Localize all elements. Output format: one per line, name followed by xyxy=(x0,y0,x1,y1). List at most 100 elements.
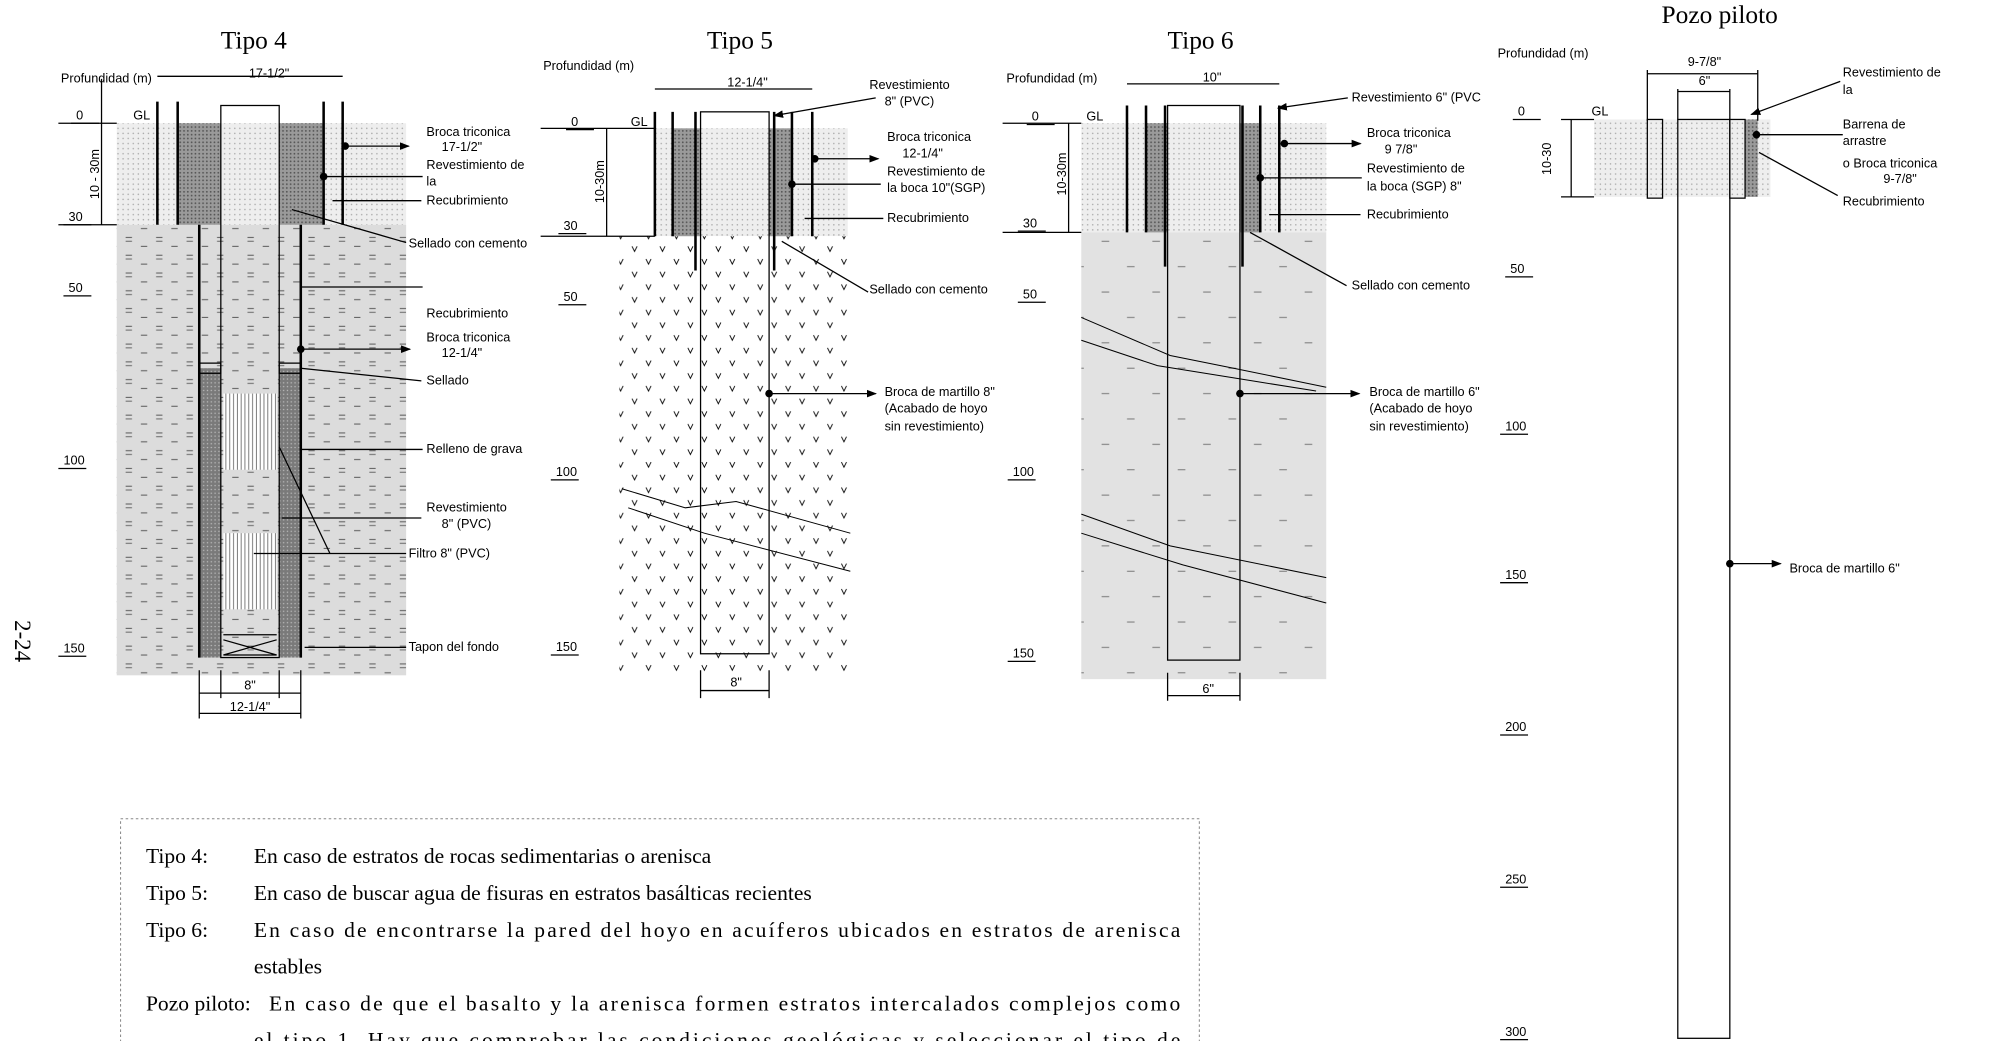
depth-label: 30 xyxy=(563,219,577,233)
dimension-label: 12-1/4" xyxy=(727,75,767,89)
annotation: Broca de martillo 8" xyxy=(885,385,995,399)
note-label: Tipo 5: xyxy=(146,881,208,905)
annotation: 8" (PVC) xyxy=(442,517,492,531)
annotation: Revestimiento de xyxy=(1843,65,1941,79)
dimension-label: 10" xyxy=(1203,70,1222,84)
depth-label: 50 xyxy=(1510,262,1524,276)
dimension-label: 6" xyxy=(1202,682,1214,696)
annotation: o Broca triconica xyxy=(1843,157,1938,171)
note-text: En caso de estratos de rocas sedimentari… xyxy=(254,844,712,868)
annotation: Recubrimiento xyxy=(426,306,508,320)
annotation: (Acabado de hoyo xyxy=(885,402,988,416)
annotation: Revestimiento de xyxy=(426,158,524,172)
annotation: Recubrimiento xyxy=(426,193,508,207)
depth-label: 0 xyxy=(571,115,578,129)
ground-label: GL xyxy=(133,108,150,122)
dimension-label: 8" xyxy=(244,678,256,692)
annotation: la xyxy=(1843,83,1854,97)
dimension-label: 17-1/2" xyxy=(249,67,289,81)
annotation: la xyxy=(426,174,437,188)
depth-label: 0 xyxy=(76,108,83,122)
diagram-title: Tipo 5 xyxy=(707,26,773,54)
dimension-label: 8" xyxy=(730,676,742,690)
dimension-label: 9-7/8" xyxy=(1688,55,1721,69)
annotation: Revestimiento de xyxy=(1367,162,1465,176)
diagram-title: Tipo 4 xyxy=(221,26,287,54)
depth-label: 300 xyxy=(1505,1025,1526,1039)
thickness-label: 10-30m xyxy=(1055,153,1069,196)
annotation: 12-1/4" xyxy=(902,147,942,161)
thickness-label: 10-30 xyxy=(1540,143,1554,175)
dimension-label: 12-1/4" xyxy=(230,700,270,714)
annotation: Broca triconica xyxy=(887,130,972,144)
note-label: Pozo piloto: xyxy=(146,991,251,1015)
annotation: Broca triconica xyxy=(1367,126,1452,140)
depth-label: 30 xyxy=(69,210,83,224)
depth-label: 150 xyxy=(1505,568,1526,582)
depth-label: 50 xyxy=(69,281,83,295)
annotation: Sellado xyxy=(426,374,468,388)
ground-label: GL xyxy=(1591,105,1608,119)
annotation: sin revestimiento) xyxy=(885,419,984,433)
annotation: Broca triconica xyxy=(426,125,511,139)
annotation: Broca triconica xyxy=(426,331,511,345)
axis-label: Profundidad (m) xyxy=(1498,46,1589,60)
annotation: Sellado con cemento xyxy=(409,237,528,251)
ground-label: GL xyxy=(1086,110,1103,124)
depth-label: 150 xyxy=(63,641,84,655)
diagram-title: Tipo 6 xyxy=(1168,26,1234,54)
depth-label: 250 xyxy=(1505,872,1526,886)
axis-label: Profundidad (m) xyxy=(61,72,152,86)
annotation: 9 7/8" xyxy=(1385,143,1418,157)
note-text: estables xyxy=(254,955,322,979)
note-text: En caso de que el basalto y la arenisca … xyxy=(269,991,1180,1015)
annotation: arrastre xyxy=(1843,134,1887,148)
annotation: la boca 10"(SGP) xyxy=(887,181,985,195)
depth-label: 0 xyxy=(1518,105,1525,119)
annotation: Tapon del fondo xyxy=(409,640,499,654)
annotation: Revestimiento 6" (PVC xyxy=(1352,91,1481,105)
annotation: Recubrimiento xyxy=(887,211,969,225)
annotation: Sellado con cemento xyxy=(869,282,987,296)
axis-label: Profundidad (m) xyxy=(543,59,634,73)
depth-label: 30 xyxy=(1023,216,1037,230)
depth-label: 50 xyxy=(563,290,577,304)
ground-label: GL xyxy=(631,115,648,129)
dimension-label: 6" xyxy=(1699,74,1711,88)
page: { "page_number": "2-24", "tipo4": { "tit… xyxy=(0,0,1990,1041)
depth-label: 150 xyxy=(1013,647,1034,661)
depth-label: 50 xyxy=(1023,287,1037,301)
diagram-sheet: Tipo 4 Profundidad (m) 17-1/2" GL 0 30 50 100 15… xyxy=(0,0,1990,1041)
annotation: Revestimiento xyxy=(426,501,506,515)
note-text: el tipo 1. Hay que comprobar las condici… xyxy=(254,1028,1180,1041)
annotation: la boca (SGP) 8" xyxy=(1367,180,1462,194)
depth-label: 200 xyxy=(1505,720,1526,734)
note-text: En caso de buscar agua de fisuras en est… xyxy=(254,881,812,905)
annotation: Barrena de xyxy=(1843,117,1906,131)
page-number: 2-24 xyxy=(10,620,35,662)
depth-label: 100 xyxy=(1505,419,1526,433)
annotation: Broca de martillo 6" xyxy=(1369,385,1479,399)
annotation: Filtro 8" (PVC) xyxy=(409,546,490,560)
thickness-label: 10-30m xyxy=(593,160,607,203)
annotation: Sellado con cemento xyxy=(1352,279,1471,293)
annotation: Revestimiento de xyxy=(887,164,985,178)
note-label: Tipo 4: xyxy=(146,844,208,868)
tipo4-drawing xyxy=(58,76,422,718)
piloto-drawing xyxy=(1561,70,1843,1038)
annotation: 12-1/4" xyxy=(442,346,482,360)
annotation: Recubrimiento xyxy=(1843,195,1925,209)
note-label: Tipo 6: xyxy=(146,918,208,942)
annotation: Recubrimiento xyxy=(1367,207,1449,221)
annotation: 8" (PVC) xyxy=(885,94,935,108)
tipo5-drawing xyxy=(541,89,884,698)
depth-label: 150 xyxy=(556,640,577,654)
depth-label: 100 xyxy=(556,465,577,479)
depth-label: 100 xyxy=(1013,465,1034,479)
annotation: Relleno de grava xyxy=(426,442,523,456)
depth-label: 100 xyxy=(63,454,84,468)
annotation: 9-7/8" xyxy=(1883,172,1916,186)
axis-label: Profundidad (m) xyxy=(1006,72,1097,86)
annotation: sin revestimiento) xyxy=(1369,419,1468,433)
annotation: (Acabado de hoyo xyxy=(1369,402,1472,416)
